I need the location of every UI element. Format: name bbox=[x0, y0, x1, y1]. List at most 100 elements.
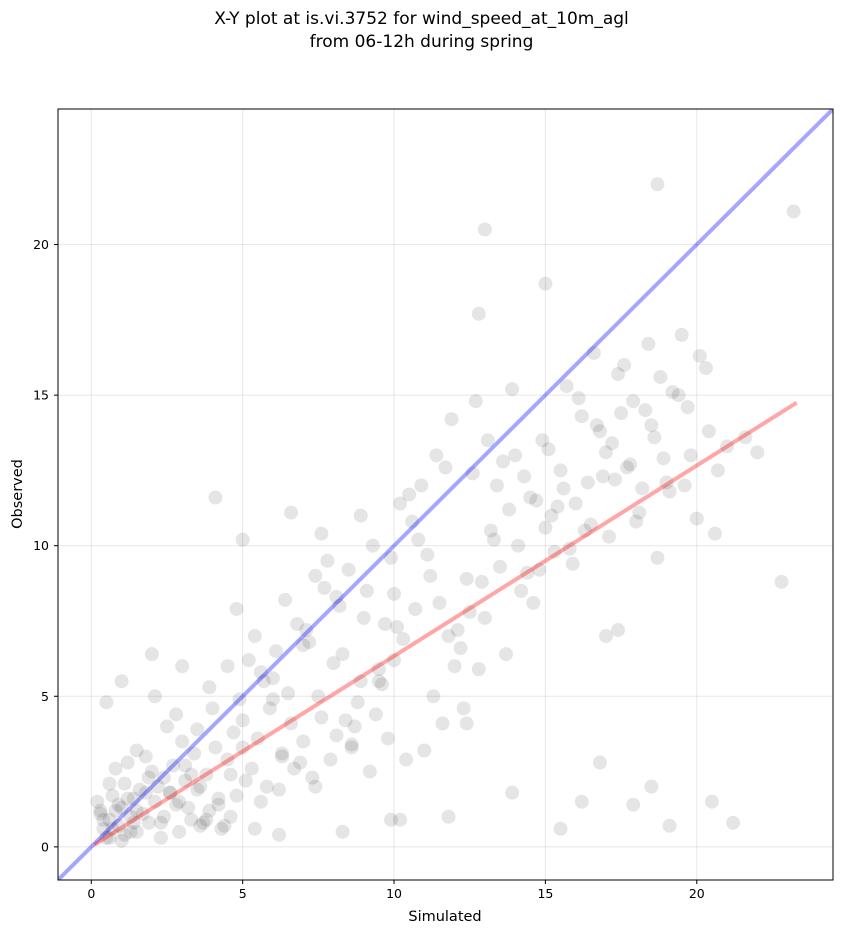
data-point bbox=[235, 740, 250, 755]
data-point bbox=[629, 514, 644, 529]
data-point bbox=[562, 541, 577, 556]
data-point bbox=[271, 782, 286, 797]
data-point bbox=[129, 803, 144, 818]
data-point bbox=[689, 511, 704, 526]
data-point bbox=[323, 752, 338, 767]
data-point bbox=[296, 734, 311, 749]
data-point bbox=[502, 502, 517, 517]
data-point bbox=[105, 821, 120, 836]
data-point bbox=[302, 635, 317, 650]
data-point bbox=[538, 276, 553, 291]
data-point bbox=[341, 562, 356, 577]
data-point bbox=[268, 644, 283, 659]
data-point bbox=[374, 677, 389, 692]
data-point bbox=[156, 809, 171, 824]
data-point bbox=[347, 719, 362, 734]
data-point bbox=[299, 623, 314, 638]
data-point bbox=[220, 752, 235, 767]
data-point bbox=[317, 580, 332, 595]
data-point bbox=[256, 674, 271, 689]
data-point bbox=[710, 463, 725, 478]
data-point bbox=[253, 665, 268, 680]
data-points bbox=[90, 177, 801, 848]
data-point bbox=[592, 755, 607, 770]
data-point bbox=[477, 222, 492, 237]
data-point bbox=[199, 767, 214, 782]
data-point bbox=[199, 812, 214, 827]
data-point bbox=[529, 493, 544, 508]
data-point bbox=[683, 448, 698, 463]
data-point bbox=[598, 629, 613, 644]
data-point bbox=[278, 592, 293, 607]
data-point bbox=[553, 821, 568, 836]
data-point bbox=[262, 701, 277, 716]
data-point bbox=[241, 653, 256, 668]
data-point bbox=[129, 824, 144, 839]
data-point bbox=[350, 695, 365, 710]
data-point bbox=[138, 749, 153, 764]
data-point bbox=[623, 457, 638, 472]
data-point bbox=[774, 574, 789, 589]
data-point bbox=[635, 481, 650, 496]
data-point bbox=[396, 632, 411, 647]
data-point bbox=[193, 818, 208, 833]
data-point bbox=[474, 574, 489, 589]
data-point bbox=[380, 731, 395, 746]
chart-title-line2: from 06-12h during spring bbox=[309, 32, 534, 52]
data-point bbox=[144, 764, 159, 779]
data-point bbox=[677, 478, 692, 493]
data-point bbox=[556, 481, 571, 496]
data-point bbox=[147, 794, 162, 809]
data-point bbox=[496, 454, 511, 469]
data-point bbox=[353, 508, 368, 523]
data-point bbox=[141, 815, 156, 830]
data-point bbox=[365, 538, 380, 553]
data-point bbox=[163, 785, 178, 800]
data-point bbox=[265, 692, 280, 707]
data-point bbox=[287, 761, 302, 776]
data-point bbox=[93, 803, 108, 818]
data-point bbox=[432, 595, 447, 610]
data-point bbox=[175, 734, 190, 749]
x-tick-label-4: 20 bbox=[689, 886, 705, 901]
data-point bbox=[568, 496, 583, 511]
data-point bbox=[608, 472, 623, 487]
data-point bbox=[411, 532, 426, 547]
data-point bbox=[344, 737, 359, 752]
data-point bbox=[459, 571, 474, 586]
data-point bbox=[665, 385, 680, 400]
data-point bbox=[250, 731, 265, 746]
data-point bbox=[284, 716, 299, 731]
x-tick-label-0: 0 bbox=[87, 886, 95, 901]
data-point bbox=[520, 565, 535, 580]
data-point bbox=[108, 761, 123, 776]
data-point bbox=[647, 430, 662, 445]
data-point bbox=[644, 418, 659, 433]
data-point bbox=[486, 532, 501, 547]
data-point bbox=[141, 770, 156, 785]
data-point bbox=[223, 767, 238, 782]
data-point bbox=[138, 785, 153, 800]
data-point bbox=[356, 610, 371, 625]
data-point bbox=[120, 755, 135, 770]
data-point bbox=[638, 403, 653, 418]
data-point bbox=[275, 749, 290, 764]
axis-ticks: 0 5 10 15 20 0 5 10 15 20 bbox=[33, 237, 705, 901]
data-point bbox=[232, 692, 247, 707]
data-point bbox=[123, 824, 138, 839]
data-point bbox=[132, 782, 147, 797]
data-point bbox=[611, 623, 626, 638]
data-point bbox=[574, 794, 589, 809]
data-point bbox=[144, 647, 159, 662]
data-point bbox=[247, 629, 262, 644]
data-point bbox=[108, 803, 123, 818]
data-point bbox=[468, 394, 483, 409]
data-point bbox=[284, 505, 299, 520]
data-point bbox=[172, 794, 187, 809]
data-point bbox=[402, 487, 417, 502]
data-point bbox=[462, 604, 477, 619]
data-point bbox=[414, 478, 429, 493]
y-tick-label-2: 10 bbox=[33, 538, 49, 553]
data-point bbox=[544, 508, 559, 523]
